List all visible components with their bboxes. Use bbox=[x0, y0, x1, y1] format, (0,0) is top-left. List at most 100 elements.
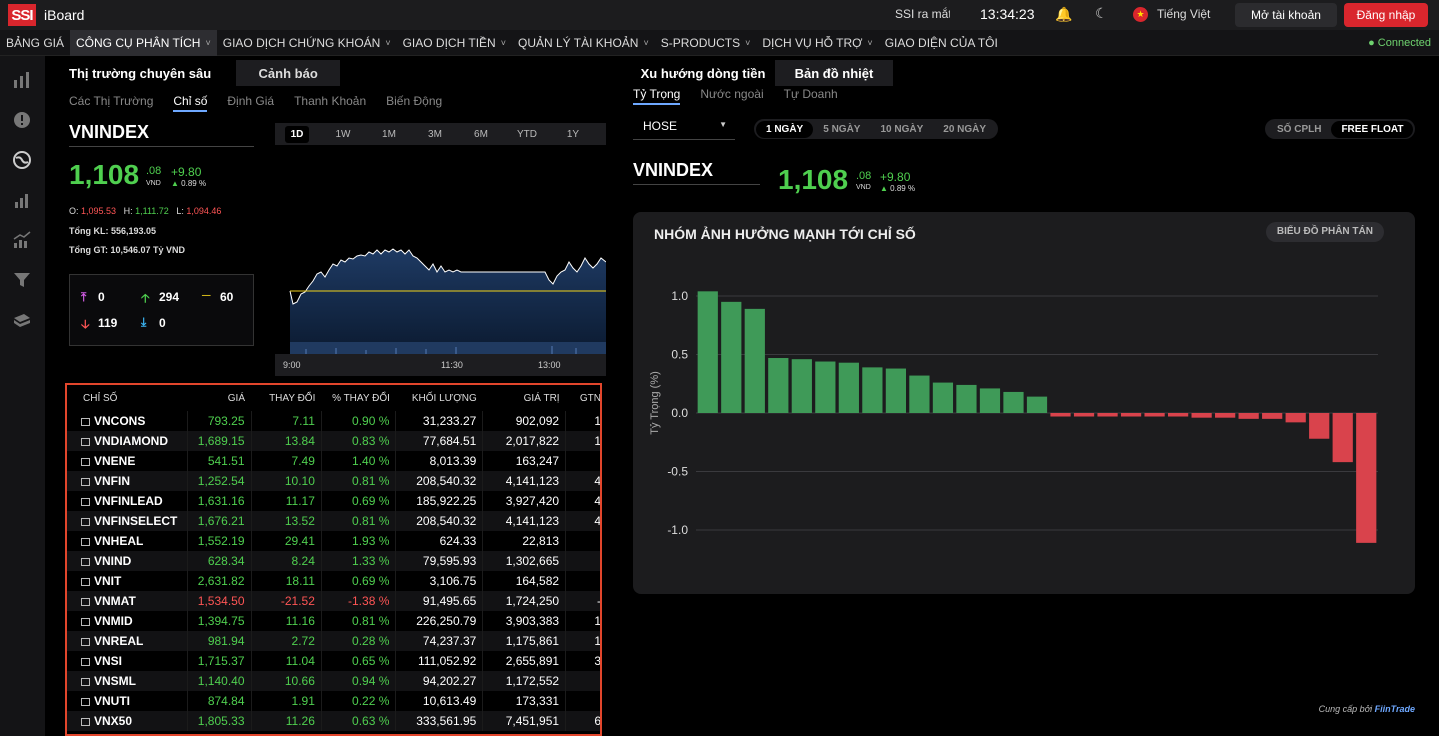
menu-item-6[interactable]: DỊCH VỤ HỖ TRỢ ˅ bbox=[756, 30, 878, 56]
index-name-cell[interactable]: VNMID bbox=[67, 611, 188, 631]
table-row[interactable]: VNHEAL 1,552.19 29.41 1.93 % 624.33 22,813 bbox=[67, 531, 600, 551]
index-name-cell[interactable]: VNIT bbox=[67, 571, 188, 591]
bar[interactable] bbox=[1356, 413, 1377, 543]
chart-period-1y[interactable]: 1Y bbox=[566, 128, 580, 140]
menu-item-0[interactable]: BẢNG GIÁ bbox=[0, 30, 70, 56]
table-row[interactable]: VNSML 1,140.40 10.66 0.94 % 94,202.27 1,172,5… bbox=[67, 671, 600, 691]
bar[interactable] bbox=[1285, 413, 1306, 423]
scatter-chart-button[interactable]: BIỂU ĐỒ PHÂN TÁN bbox=[1265, 222, 1384, 242]
index-name-cell[interactable]: VNFIN bbox=[67, 471, 188, 491]
bar[interactable] bbox=[791, 359, 812, 413]
subtab-volatility[interactable]: Biến Động bbox=[386, 94, 443, 108]
bar[interactable] bbox=[1026, 396, 1048, 413]
tab-alerts[interactable]: Cảnh báo bbox=[236, 60, 341, 86]
bar[interactable] bbox=[1097, 413, 1118, 417]
table-row[interactable]: VNFIN 1,252.54 10.10 0.81 % 208,540.32 4,141,… bbox=[67, 471, 600, 491]
menu-item-2[interactable]: GIAO DỊCH CHỨNG KHOÁN ˅ bbox=[217, 30, 397, 56]
subtab-liquidity[interactable]: Thanh Khoản bbox=[294, 94, 367, 108]
table-row[interactable]: VNSI 1,715.37 11.04 0.65 % 111,052.92 2,655,8… bbox=[67, 651, 600, 671]
chart-period-3m[interactable]: 3M bbox=[428, 128, 442, 140]
filter-icon[interactable] bbox=[12, 270, 32, 290]
bar[interactable] bbox=[1191, 413, 1212, 418]
option-outstanding-shares[interactable]: SỐ CPLH bbox=[1277, 123, 1322, 135]
column-header[interactable]: KHỐI LƯỢNG bbox=[411, 392, 477, 404]
index-name-cell[interactable]: VNSI bbox=[67, 651, 188, 671]
index-name-cell[interactable]: VNREAL bbox=[67, 631, 188, 651]
menu-item-7[interactable]: GIAO DIỆN CỦA TÔI bbox=[879, 30, 1004, 56]
subtab-proprietary[interactable]: Tự Doanh bbox=[783, 87, 838, 101]
chart-period-1w[interactable]: 1W bbox=[335, 128, 351, 140]
index-name-cell[interactable]: VNUTI bbox=[67, 691, 188, 711]
bar[interactable] bbox=[1309, 413, 1330, 439]
moon-icon[interactable]: ☾ bbox=[1095, 5, 1108, 21]
bar[interactable] bbox=[815, 361, 836, 413]
column-header[interactable]: % THAY ĐỔI bbox=[332, 392, 390, 404]
bar[interactable] bbox=[744, 308, 765, 413]
vietnam-flag-icon[interactable]: ★ bbox=[1133, 7, 1148, 22]
column-header[interactable]: GIÁ TRỊ bbox=[523, 392, 560, 404]
subtab-weight[interactable]: Tỷ Trọng bbox=[633, 87, 681, 105]
index-name-cell[interactable]: VNX50 bbox=[67, 711, 188, 731]
bar[interactable] bbox=[1073, 413, 1095, 417]
subtab-markets[interactable]: Các Thị Trường bbox=[69, 94, 154, 108]
index-name-cell[interactable]: VNSML bbox=[67, 671, 188, 691]
chart-period-ytd[interactable]: YTD bbox=[517, 128, 537, 140]
bar[interactable] bbox=[1120, 413, 1142, 417]
option-free-float[interactable]: FREE FLOAT bbox=[1331, 120, 1414, 138]
table-row[interactable]: VNMID 1,394.75 11.16 0.81 % 226,250.79 3,903,… bbox=[67, 611, 600, 631]
table-row[interactable]: VNMAT 1,534.50 -21.52 -1.38 % 91,495.65 1,724… bbox=[67, 591, 600, 611]
index-name-cell[interactable]: VNENE bbox=[67, 451, 188, 471]
index-name-cell[interactable]: VNDIAMOND bbox=[67, 431, 188, 451]
bar[interactable] bbox=[1215, 413, 1236, 418]
column-header[interactable]: THAY ĐỔI bbox=[269, 392, 316, 404]
subtab-foreign[interactable]: Nước ngoài bbox=[700, 87, 764, 101]
bar[interactable] bbox=[885, 368, 907, 413]
bar[interactable] bbox=[956, 384, 977, 413]
bar[interactable] bbox=[1050, 413, 1071, 417]
bar[interactable] bbox=[838, 362, 859, 413]
table-row[interactable]: VNDIAMOND 1,689.15 13.84 0.83 % 77,684.51 2,0… bbox=[67, 431, 600, 451]
tab-market-deep[interactable]: Thị trường chuyên sâu bbox=[69, 65, 212, 81]
stats-icon[interactable] bbox=[12, 190, 32, 210]
period-5-days[interactable]: 5 NGÀY bbox=[823, 123, 861, 135]
bar[interactable] bbox=[1238, 413, 1259, 419]
bar[interactable] bbox=[1003, 391, 1024, 413]
open-account-button[interactable]: Mở tài khoản bbox=[1235, 3, 1337, 27]
table-row[interactable]: VNFINSELECT 1,676.21 13.52 0.81 % 208,540.32… bbox=[67, 511, 600, 531]
index-name-cell[interactable]: VNFINSELECT bbox=[67, 511, 188, 531]
bar[interactable] bbox=[932, 382, 954, 413]
bar[interactable] bbox=[1144, 413, 1165, 417]
period-20-days[interactable]: 20 NGÀY bbox=[943, 123, 987, 135]
menu-item-5[interactable]: S-PRODUCTS ˅ bbox=[655, 30, 757, 56]
bar-chart-icon[interactable] bbox=[12, 70, 32, 90]
chart-period-1d[interactable]: 1D bbox=[285, 125, 309, 143]
bar[interactable] bbox=[697, 291, 718, 413]
globe-icon[interactable] bbox=[12, 150, 32, 170]
table-row[interactable]: VNIND 628.34 8.24 1.33 % 79,595.93 1,302,665 bbox=[67, 551, 600, 571]
table-row[interactable]: VNCONS 793.25 7.11 0.90 % 31,233.27 902,092 1 bbox=[67, 411, 600, 431]
table-row[interactable]: VNREAL 981.94 2.72 0.28 % 74,237.37 1,175,861… bbox=[67, 631, 600, 651]
table-row[interactable]: VNENE 541.51 7.49 1.40 % 8,013.39 163,247 bbox=[67, 451, 600, 471]
index-name-cell[interactable]: VNIND bbox=[67, 551, 188, 571]
bar[interactable] bbox=[862, 367, 883, 413]
menu-item-3[interactable]: GIAO DỊCH TIỀN ˅ bbox=[397, 30, 512, 56]
tab-heatmap[interactable]: Bản đồ nhiệt bbox=[775, 60, 893, 86]
book-icon[interactable] bbox=[12, 310, 32, 330]
index-name-cell[interactable]: VNFINLEAD bbox=[67, 491, 188, 511]
language-selector[interactable]: Tiếng Việt bbox=[1157, 7, 1211, 21]
subtab-indices[interactable]: Chỉ số bbox=[173, 94, 208, 112]
index-name-cell[interactable]: VNHEAL bbox=[67, 531, 188, 551]
exchange-select[interactable]: HOSE ▼ bbox=[633, 114, 735, 140]
subtab-valuation[interactable]: Định Giá bbox=[227, 94, 275, 108]
period-1-day[interactable]: 1 NGÀY bbox=[756, 120, 814, 138]
bar[interactable] bbox=[909, 375, 930, 413]
column-header[interactable]: GTN bbox=[579, 392, 601, 404]
growth-chart-icon[interactable] bbox=[12, 230, 32, 250]
menu-item-1[interactable]: CÔNG CỤ PHÂN TÍCH ˅ bbox=[70, 29, 217, 56]
table-row[interactable]: VNFINLEAD 1,631.16 11.17 0.69 % 185,922.25 3,… bbox=[67, 491, 600, 511]
bar[interactable] bbox=[1262, 413, 1283, 419]
chart-period-6m[interactable]: 6M bbox=[474, 128, 488, 140]
tab-money-flow[interactable]: Xu hướng dòng tiền bbox=[640, 65, 766, 81]
bell-icon[interactable]: 🔔 bbox=[1055, 6, 1073, 22]
provider-name[interactable]: FiinTrade bbox=[1374, 704, 1415, 714]
